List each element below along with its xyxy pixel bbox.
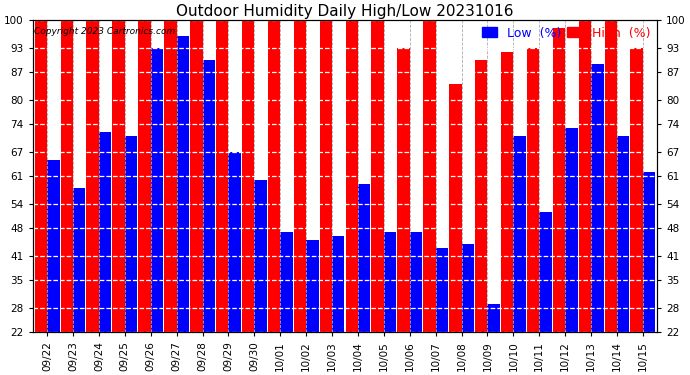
Bar: [177, 36, 189, 332]
Bar: [319, 20, 332, 332]
Bar: [125, 136, 137, 332]
Bar: [410, 232, 422, 332]
Bar: [527, 48, 540, 332]
Bar: [280, 232, 293, 332]
Bar: [255, 180, 267, 332]
Bar: [242, 20, 255, 332]
Bar: [346, 20, 358, 332]
Bar: [112, 20, 125, 332]
Bar: [371, 20, 384, 332]
Bar: [631, 48, 643, 332]
Bar: [513, 136, 526, 332]
Bar: [617, 136, 629, 332]
Bar: [553, 28, 565, 332]
Bar: [190, 20, 202, 332]
Bar: [423, 20, 435, 332]
Bar: [228, 152, 241, 332]
Bar: [358, 184, 371, 332]
Bar: [565, 128, 578, 332]
Bar: [216, 20, 228, 332]
Bar: [306, 240, 319, 332]
Bar: [384, 232, 396, 332]
Bar: [61, 20, 73, 332]
Bar: [86, 20, 99, 332]
Bar: [540, 212, 552, 332]
Bar: [475, 60, 488, 332]
Bar: [268, 20, 280, 332]
Bar: [462, 244, 474, 332]
Bar: [202, 60, 215, 332]
Bar: [164, 20, 177, 332]
Bar: [150, 48, 163, 332]
Bar: [449, 84, 462, 332]
Bar: [397, 48, 410, 332]
Bar: [34, 20, 47, 332]
Bar: [332, 236, 344, 332]
Title: Outdoor Humidity Daily High/Low 20231016: Outdoor Humidity Daily High/Low 20231016: [176, 4, 514, 19]
Bar: [47, 160, 59, 332]
Bar: [73, 188, 86, 332]
Text: Copyright 2023 Cartronics.com: Copyright 2023 Cartronics.com: [34, 27, 175, 36]
Bar: [99, 132, 111, 332]
Bar: [294, 20, 306, 332]
Bar: [488, 304, 500, 332]
Bar: [138, 20, 150, 332]
Bar: [643, 172, 656, 332]
Bar: [435, 248, 448, 332]
Bar: [604, 20, 617, 332]
Bar: [591, 64, 604, 332]
Bar: [501, 52, 513, 332]
Legend: Low  (%), High  (%): Low (%), High (%): [482, 27, 651, 40]
Bar: [579, 20, 591, 332]
